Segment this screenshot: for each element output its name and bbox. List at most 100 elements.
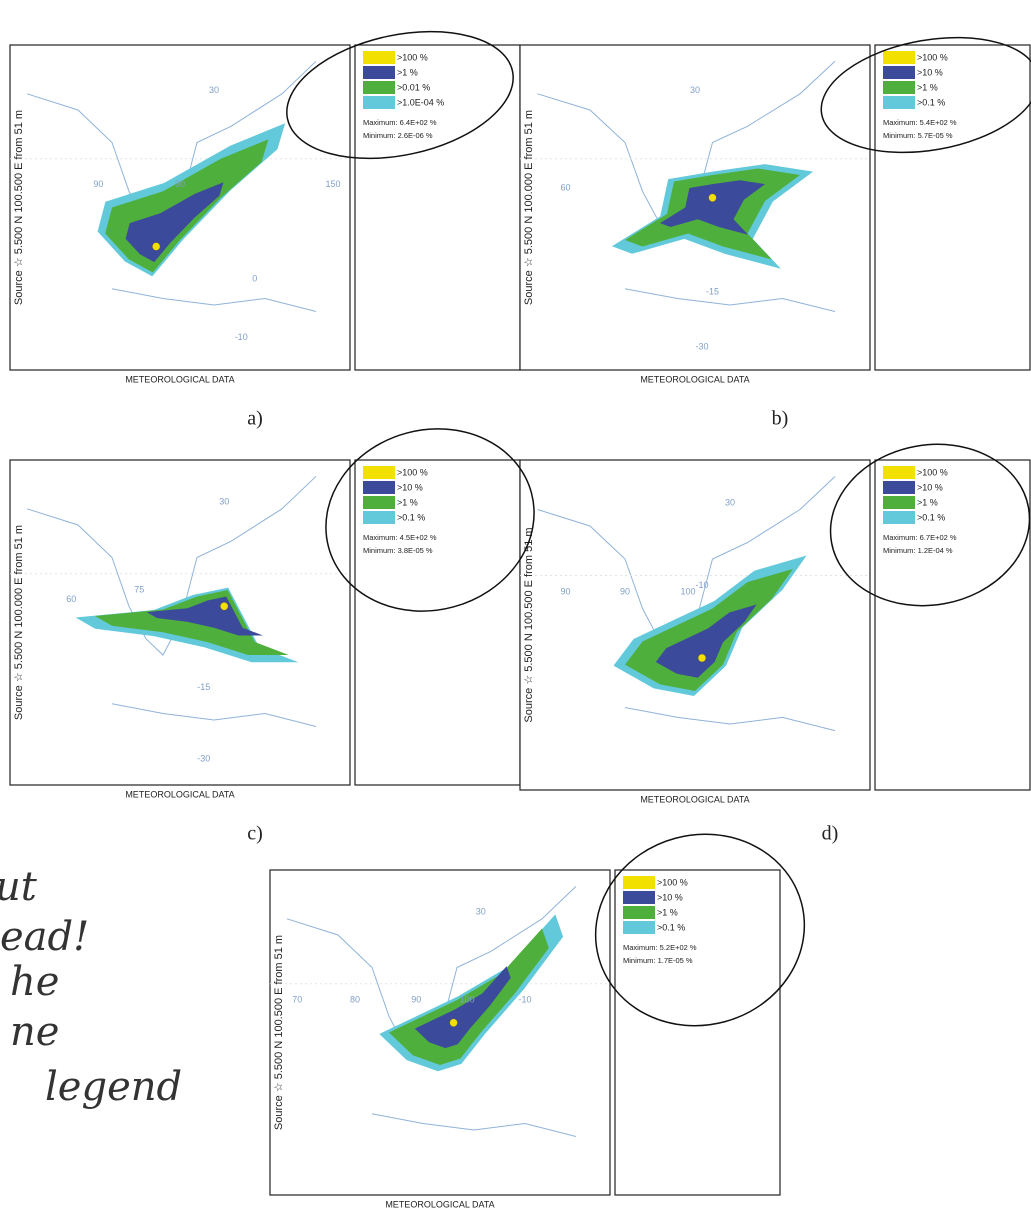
legend-swatch	[363, 51, 395, 64]
grid-label: 30	[219, 497, 229, 507]
x-axis-label: METEOROLOGICAL DATA	[385, 1199, 494, 1209]
grid-label: 75	[134, 584, 144, 594]
grid-label: 90	[411, 994, 421, 1004]
plume-core	[708, 193, 717, 203]
panel-label: d)	[822, 823, 839, 845]
maximum-label: Maximum: 6.7E+02 %	[883, 533, 957, 542]
legend-swatch	[363, 81, 395, 94]
grid-label: 100	[460, 994, 475, 1004]
legend-swatch	[883, 81, 915, 94]
legend-swatch	[363, 96, 395, 109]
plume-core	[219, 601, 229, 611]
grid-label: 90	[560, 586, 570, 596]
grid-label: 0	[252, 273, 257, 283]
plume-contour	[146, 596, 263, 636]
grid-label: 60	[66, 594, 76, 604]
handwritten-note: ead!	[0, 914, 89, 960]
legend-label: >1 %	[917, 497, 938, 507]
maximum-label: Maximum: 5.2E+02 %	[623, 943, 697, 952]
legend-swatch	[883, 66, 915, 79]
legend-frame	[874, 459, 1031, 791]
x-axis-label: METEOROLOGICAL DATA	[640, 794, 749, 804]
legend-label: >0.01 %	[397, 82, 430, 92]
map-panel: 30 90 90 150 0 -10 Source ☆ 5.500 N 100.500 E …	[9, 44, 521, 430]
minimum-label: Minimum: 5.7E-05 %	[883, 131, 953, 140]
coastline	[111, 288, 317, 312]
annotation-circle	[594, 833, 806, 1027]
legend-label: >100 %	[917, 52, 948, 62]
grid-label: -30	[197, 753, 210, 763]
legend-label: >10 %	[657, 892, 683, 902]
maximum-label: Maximum: 6.4E+02 %	[363, 118, 437, 127]
plume-core	[697, 653, 707, 663]
grid-label: 80	[350, 994, 360, 1004]
legend-swatch	[883, 466, 915, 479]
legend-swatch	[363, 66, 395, 79]
source-label: Source ☆ 5.500 N 100.500 E from 51 m	[13, 110, 25, 305]
legend-swatch	[623, 891, 655, 904]
coastline	[371, 1113, 577, 1137]
handwritten-note: legend	[45, 1064, 182, 1110]
legend-swatch	[363, 481, 395, 494]
coastline	[624, 288, 836, 312]
x-axis-label: METEOROLOGICAL DATA	[640, 374, 749, 384]
map-panel: 30 60 75 -15 -30 Source ☆ 5.500 N 100.000 E f…	[9, 459, 521, 845]
legend-label: >10 %	[397, 482, 423, 492]
annotation-circle	[325, 428, 535, 612]
coastline	[26, 475, 317, 656]
legend-label: >1 %	[397, 497, 418, 507]
plume-core	[449, 1018, 458, 1028]
minimum-label: Minimum: 2.6E-06 %	[363, 131, 433, 140]
grid-label: 100	[680, 586, 695, 596]
grid-label: -10	[235, 332, 248, 342]
minimum-label: Minimum: 1.7E-05 %	[623, 956, 693, 965]
annotation-circle	[829, 443, 1031, 607]
grid-label: -15	[197, 682, 210, 692]
source-label: Source ☆ 5.500 N 100.000 E from 51 m	[523, 110, 535, 305]
legend-swatch	[883, 496, 915, 509]
x-axis-label: METEOROLOGICAL DATA	[125, 374, 234, 384]
legend-label: >100 %	[397, 52, 428, 62]
legend-swatch	[623, 921, 655, 934]
legend-swatch	[363, 466, 395, 479]
panel-label: c)	[247, 823, 263, 845]
source-label: Source ☆ 5.500 N 100.500 E from 51 m	[523, 527, 535, 722]
legend-label: >0.1 %	[917, 97, 945, 107]
coastline	[624, 707, 836, 732]
map-panel: 30 60 -15 -30 Source ☆ 5.500 N 100.000 E fro…	[519, 44, 1031, 430]
annotation-circle	[286, 30, 514, 160]
plume-contour	[414, 966, 511, 1049]
legend-swatch	[883, 481, 915, 494]
legend-label: >1 %	[657, 907, 678, 917]
grid-label: 60	[560, 182, 570, 192]
plume-contour	[655, 604, 757, 678]
legend-swatch	[363, 496, 395, 509]
grid-label: 90	[175, 179, 185, 189]
maximum-label: Maximum: 4.5E+02 %	[363, 533, 437, 542]
grid-label: 30	[690, 85, 700, 95]
map-panel: 30 90 90 100-10 Source ☆ 5.500 N 100.500 E f…	[519, 459, 1031, 845]
grid-label: 30	[476, 907, 486, 917]
grid-label: -30	[695, 342, 708, 352]
legend-label: >100 %	[657, 877, 688, 887]
legend-swatch	[883, 96, 915, 109]
legend-label: >100 %	[917, 467, 948, 477]
grid-label: -15	[706, 286, 719, 296]
panel-label: a)	[247, 408, 263, 430]
legend-label: >1.0E-04 %	[397, 97, 444, 107]
grid-label: 90	[93, 179, 103, 189]
legend-swatch	[363, 511, 395, 524]
grid-label: 150	[325, 179, 340, 189]
annotation-circle	[820, 36, 1031, 154]
legend-swatch	[883, 511, 915, 524]
legend-label: >1 %	[917, 82, 938, 92]
legend-label: >0.1 %	[397, 512, 425, 522]
plume-contour	[660, 180, 765, 235]
x-axis-label: METEOROLOGICAL DATA	[125, 789, 234, 799]
handwritten-note: ut	[0, 864, 38, 910]
grid-label: 30	[209, 85, 219, 95]
grid-label: 90	[620, 586, 630, 596]
grid-label: 70	[292, 994, 302, 1004]
